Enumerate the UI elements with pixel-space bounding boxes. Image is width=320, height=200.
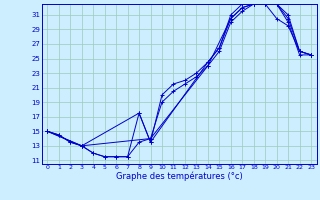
X-axis label: Graphe des températures (°c): Graphe des températures (°c) bbox=[116, 172, 243, 181]
